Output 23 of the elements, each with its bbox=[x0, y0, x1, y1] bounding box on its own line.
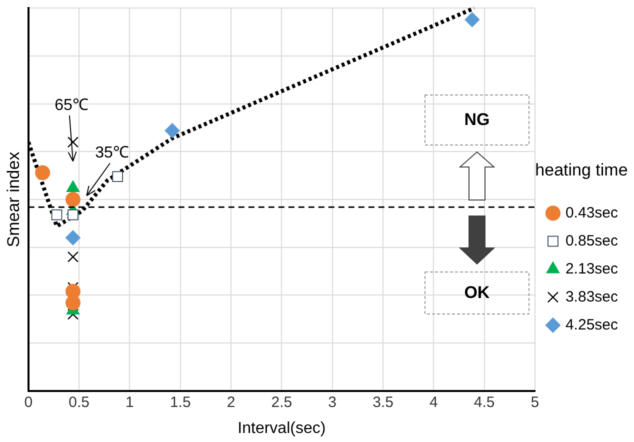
x-tick-label: 0 bbox=[24, 394, 33, 411]
annotation: 35℃ bbox=[95, 144, 129, 162]
annotation: NG bbox=[463, 109, 491, 132]
y-axis-title: Smear index bbox=[4, 151, 23, 248]
legend-label: 0.85sec bbox=[565, 232, 618, 250]
legend-label: 0.43sec bbox=[565, 204, 618, 222]
x-tick-label: 3.5 bbox=[372, 394, 394, 411]
x-axis-title: Interval(sec) bbox=[238, 420, 326, 437]
x-tick-label: 1.5 bbox=[170, 394, 191, 411]
x-tick-label: 4 bbox=[429, 394, 438, 411]
x-tick-label: 2 bbox=[226, 394, 236, 411]
legend-label: 3.83sec bbox=[565, 288, 618, 306]
annotation: OK bbox=[463, 282, 491, 304]
x-tick-label: 2.5 bbox=[271, 394, 292, 411]
x-tick-label: 3 bbox=[328, 394, 337, 411]
legend-title: heating time bbox=[535, 160, 628, 180]
legend-label: 2.13sec bbox=[565, 260, 618, 278]
x-tick-label: 4.5 bbox=[474, 394, 495, 411]
annotation: 65℃ bbox=[54, 96, 88, 114]
x-tick-label: 5 bbox=[530, 394, 540, 411]
x-tick-label: 0.5 bbox=[68, 394, 90, 411]
legend-label: 4.25sec bbox=[565, 316, 618, 334]
x-tick-label: 1 bbox=[126, 394, 134, 411]
